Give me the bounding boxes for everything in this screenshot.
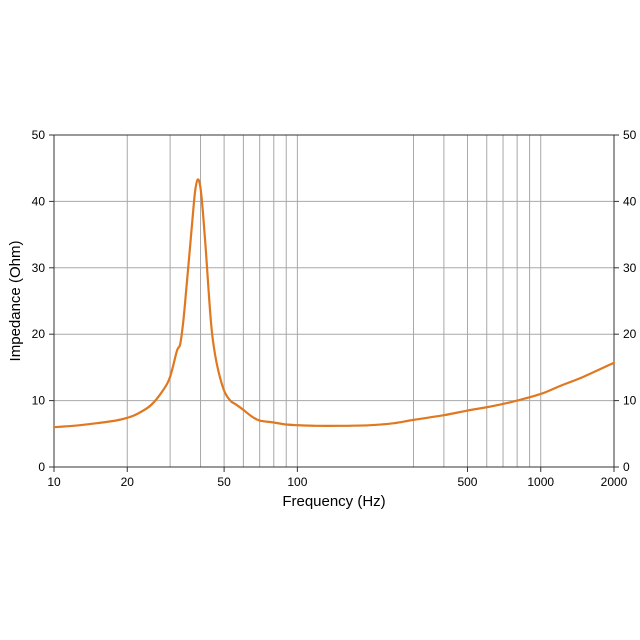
y-axis-title: Impedance (Ohm) xyxy=(7,241,24,362)
plot-frame xyxy=(53,134,615,468)
y-tick-label-right: 40 xyxy=(623,194,637,208)
y-tick-label-right: 30 xyxy=(623,261,637,275)
y-tick-label-left: 50 xyxy=(32,128,46,142)
y-tick-label-left: 30 xyxy=(32,261,46,275)
x-tick-label: 50 xyxy=(217,475,231,489)
y-tick-label-left: 40 xyxy=(32,194,46,208)
vertical-gridlines xyxy=(126,135,542,467)
x-tick-label: 500 xyxy=(457,475,477,489)
y-tick-label-right: 20 xyxy=(623,327,637,341)
x-axis-title: Frequency (Hz) xyxy=(282,493,385,510)
y-tick-labels-left: 0 10 20 30 40 50 xyxy=(32,128,46,474)
y-tick-label-right: 10 xyxy=(623,394,637,408)
x-tick-label: 2000 xyxy=(601,475,628,489)
x-tick-label: 20 xyxy=(121,475,135,489)
y-tick-label-right: 50 xyxy=(623,128,637,142)
y-tick-label-right: 0 xyxy=(623,460,630,474)
x-tick-label: 10 xyxy=(47,475,61,489)
x-tick-label: 100 xyxy=(287,475,307,489)
tick-marks xyxy=(49,134,619,472)
y-tick-labels-right: 0 10 20 30 40 50 xyxy=(623,128,637,474)
y-tick-label-left: 20 xyxy=(32,327,46,341)
x-tick-label: 1000 xyxy=(527,475,554,489)
x-tick-labels: 10 20 50 100 500 1000 2000 xyxy=(47,475,627,489)
impedance-curve xyxy=(52,178,616,429)
y-tick-label-left: 0 xyxy=(38,460,45,474)
y-tick-label-left: 10 xyxy=(32,394,46,408)
